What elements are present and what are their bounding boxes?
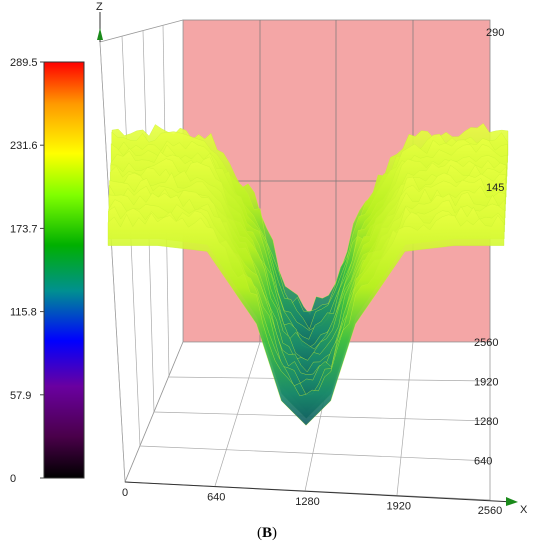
z-tick-label: 145 [486,182,504,194]
x-axis-label: X [520,504,528,516]
z-axis-ticks: 145 290 [486,27,504,194]
colorbar-tick-label: 0 [10,473,16,485]
z-tick-label: 290 [486,27,504,39]
z-axis-arrow [97,28,103,40]
x-tick-label: 0 [122,487,128,499]
x-tick-label: 640 [207,492,225,504]
caption-close-paren: ) [272,525,277,541]
colorbar-tick-label: 289.5 [10,57,38,69]
surface-strip [107,212,505,426]
caption-open-paren: ( [256,525,262,541]
colorbar-tick-label: 57.9 [10,390,31,402]
y-tick-label: 1920 [474,377,498,389]
colorbar-tick-label: 173.7 [10,223,38,235]
x-axis-ticks: 0 640 1280 1920 2560 [122,487,502,517]
x-tick-label: 1280 [295,496,319,508]
caption-label: B [261,525,272,541]
colorbar-ticks: 0 57.9 115.8 173.7 231.6 289.5 [10,57,44,485]
x-tick-label: 2560 [478,505,502,517]
y-tick-label: 1280 [474,416,498,428]
colorbar-tick-label: 231.6 [10,140,38,152]
x-axis-arrow [506,497,518,506]
figure-caption: (B) [0,525,534,542]
y-tick-label: 640 [474,456,492,468]
surface-mesh [107,123,509,426]
colorbar-tick-label: 115.8 [10,307,37,319]
y-tick-label: 2560 [474,337,498,349]
colorbar [43,61,85,479]
z-axis-label: Z [96,1,103,13]
x-tick-label: 1920 [387,501,411,513]
y-axis-ticks: 640 1280 1920 2560 [474,337,498,468]
